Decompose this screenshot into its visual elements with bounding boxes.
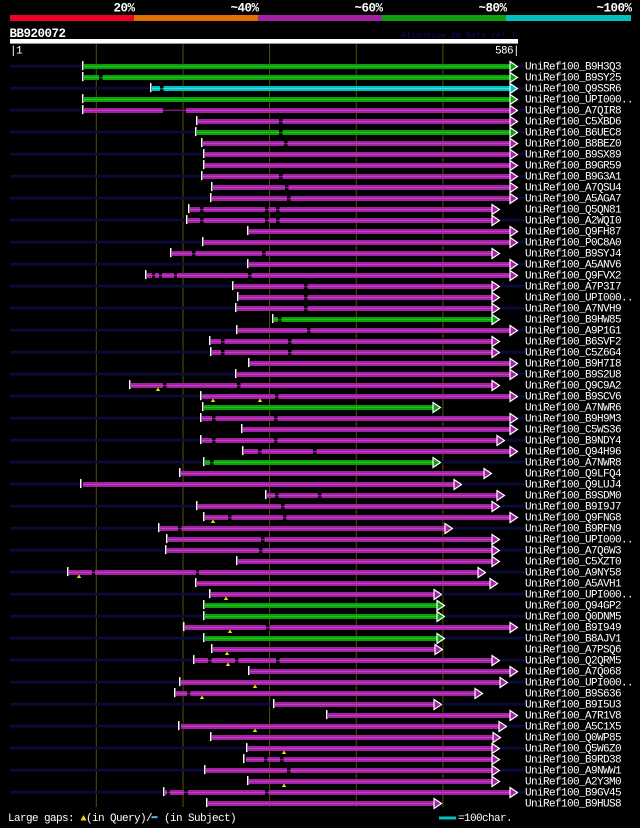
svg-text:UniRef100_UPI000..: UniRef100_UPI000.. xyxy=(525,95,633,107)
svg-text:UniRef100_Q9LFQ4: UniRef100_Q9LFQ4 xyxy=(525,469,622,481)
svg-text:UniRef100_B9H7I8: UniRef100_B9H7I8 xyxy=(525,359,621,371)
svg-text:UniRef100_A9NWW1: UniRef100_A9NWW1 xyxy=(525,766,622,778)
svg-text:UniRef100_B9I5U3: UniRef100_B9I5U3 xyxy=(525,700,621,712)
svg-text:586|: 586| xyxy=(495,46,519,58)
svg-text:UniRef100_A7R1V8: UniRef100_A7R1V8 xyxy=(525,711,621,723)
svg-text:~100%: ~100% xyxy=(596,2,632,16)
svg-text:UniRef100_B9GR59: UniRef100_B9GR59 xyxy=(525,161,621,173)
svg-text:BB920072: BB920072 xyxy=(10,27,66,41)
svg-text:UniRef100_UPI000..: UniRef100_UPI000.. xyxy=(525,678,633,690)
svg-text:UniRef100_B9I9J7: UniRef100_B9I9J7 xyxy=(525,502,621,514)
svg-text:UniRef100_Q9FNG8: UniRef100_Q9FNG8 xyxy=(525,513,621,525)
svg-text:UniRef100_Q9FVX2: UniRef100_Q9FVX2 xyxy=(525,271,621,283)
svg-text:UniRef100_B9GV45: UniRef100_B9GV45 xyxy=(525,788,621,800)
svg-text:UniRef100_A7Q6W3: UniRef100_A7Q6W3 xyxy=(525,546,621,558)
svg-text:~60%: ~60% xyxy=(354,2,383,16)
svg-text:UniRef100_B9SCV6: UniRef100_B9SCV6 xyxy=(525,392,621,404)
svg-text:UniRef100_P0C8A0: UniRef100_P0C8A0 xyxy=(525,238,621,250)
svg-text:UniRef100_Q94H96: UniRef100_Q94H96 xyxy=(525,447,621,459)
svg-text:UniRef100_Q9LUJ4: UniRef100_Q9LUJ4 xyxy=(525,480,622,492)
svg-text:UniRef100_Q94GP2: UniRef100_Q94GP2 xyxy=(525,601,621,613)
svg-text:UniRef100_A7NWR6: UniRef100_A7NWR6 xyxy=(525,403,621,415)
svg-text:UniRef100_A5ANV6: UniRef100_A5ANV6 xyxy=(525,260,621,272)
svg-text:UniRef100_B9S636: UniRef100_B9S636 xyxy=(525,689,621,701)
svg-text:UniRef100_A5AGA7: UniRef100_A5AGA7 xyxy=(525,194,621,206)
svg-text:UniRef100_B9SYJ4: UniRef100_B9SYJ4 xyxy=(525,249,622,261)
svg-text:UniRef100_B9S2U8: UniRef100_B9S2U8 xyxy=(525,370,621,382)
svg-text:UniRef100_Q9FH87: UniRef100_Q9FH87 xyxy=(525,227,621,239)
svg-text:UniRef100_A5C1X5: UniRef100_A5C1X5 xyxy=(525,722,621,734)
svg-text:UniRef100_B9SY25: UniRef100_B9SY25 xyxy=(525,73,621,85)
svg-text:UniRef100_B9H9M3: UniRef100_B9H9M3 xyxy=(525,414,621,426)
svg-text:UniRef100_A7NWR8: UniRef100_A7NWR8 xyxy=(525,458,621,470)
svg-text:UniRef100_B9G3A1: UniRef100_B9G3A1 xyxy=(525,172,622,184)
svg-text:UniRef100_B9SDM0: UniRef100_B9SDM0 xyxy=(525,491,621,503)
svg-text:Large gaps:: Large gaps: xyxy=(8,813,74,825)
svg-text:UniRef100_C5XBD6: UniRef100_C5XBD6 xyxy=(525,117,621,129)
svg-text:UniRef100_B6SVF2: UniRef100_B6SVF2 xyxy=(525,337,621,349)
svg-text:UniRef100_Q5W6Z0: UniRef100_Q5W6Z0 xyxy=(525,744,621,756)
svg-text:UniRef100_A2Y3M0: UniRef100_A2Y3M0 xyxy=(525,777,621,789)
svg-text:UniRef100_A7QIR8: UniRef100_A7QIR8 xyxy=(525,106,621,118)
svg-text:UniRef100_A5AVH1: UniRef100_A5AVH1 xyxy=(525,579,622,591)
svg-text:UniRef100_A9NY58: UniRef100_A9NY58 xyxy=(525,568,621,580)
svg-text:UniRef100_A7NVH9: UniRef100_A7NVH9 xyxy=(525,304,621,316)
svg-text:UniRef100_B6UEC8: UniRef100_B6UEC8 xyxy=(525,128,621,140)
svg-text:UniRef100_UPI000..: UniRef100_UPI000.. xyxy=(525,535,633,547)
svg-text:UniRef100_C5XZT0: UniRef100_C5XZT0 xyxy=(525,557,621,569)
svg-text:UniRef100_B8AJV1: UniRef100_B8AJV1 xyxy=(525,634,622,646)
svg-text:UniRef100_B9H3Q3: UniRef100_B9H3Q3 xyxy=(525,62,621,74)
svg-text:UniRef100_B8BEZ0: UniRef100_B8BEZ0 xyxy=(525,139,621,151)
svg-text:20%: 20% xyxy=(113,2,135,16)
svg-text:=100char.: =100char. xyxy=(458,813,512,825)
svg-text:UniRef100_B9RD38: UniRef100_B9RD38 xyxy=(525,755,621,767)
svg-text:UniRef100_B9HUS8: UniRef100_B9HUS8 xyxy=(525,799,621,811)
svg-text:UniRef100_B9I949: UniRef100_B9I949 xyxy=(525,623,621,635)
svg-text:UniRef100_B9NDY4: UniRef100_B9NDY4 xyxy=(525,436,622,448)
svg-text:UniRef100_A7PSQ6: UniRef100_A7PSQ6 xyxy=(525,645,621,657)
svg-text:|1: |1 xyxy=(10,46,23,58)
svg-text:(in Query)/: (in Query)/ xyxy=(86,813,152,825)
svg-text:(in Subject): (in Subject) xyxy=(158,813,236,825)
svg-text:UniRef100_Q2QRM5: UniRef100_Q2QRM5 xyxy=(525,656,621,668)
svg-text:AlignView.pm Beta rel.7: AlignView.pm Beta rel.7 xyxy=(401,31,516,41)
svg-text:UniRef100_B9HW85: UniRef100_B9HW85 xyxy=(525,315,621,327)
svg-text:UniRef100_B9SX89: UniRef100_B9SX89 xyxy=(525,150,621,162)
svg-text:UniRef100_Q0DNM5: UniRef100_Q0DNM5 xyxy=(525,612,621,624)
svg-text:UniRef100_Q5QN81: UniRef100_Q5QN81 xyxy=(525,205,622,217)
svg-text:UniRef100_UPI000..: UniRef100_UPI000.. xyxy=(525,590,633,602)
svg-text:UniRef100_A9P1G1: UniRef100_A9P1G1 xyxy=(525,326,622,338)
svg-text:UniRef100_A2WQI0: UniRef100_A2WQI0 xyxy=(525,216,621,228)
svg-text:UniRef100_C5WS36: UniRef100_C5WS36 xyxy=(525,425,621,437)
svg-text:UniRef100_B9RFN9: UniRef100_B9RFN9 xyxy=(525,524,621,536)
svg-text:UniRef100_Q9SSR6: UniRef100_Q9SSR6 xyxy=(525,84,621,96)
svg-text:~40%: ~40% xyxy=(230,2,259,16)
svg-text:UniRef100_A7Q068: UniRef100_A7Q068 xyxy=(525,667,621,679)
svg-text:UniRef100_UPI000..: UniRef100_UPI000.. xyxy=(525,293,633,305)
svg-text:UniRef100_Q9C9A2: UniRef100_Q9C9A2 xyxy=(525,381,621,393)
svg-text:UniRef100_A7QSU4: UniRef100_A7QSU4 xyxy=(525,183,622,195)
svg-text:UniRef100_Q0WP85: UniRef100_Q0WP85 xyxy=(525,733,621,745)
svg-text:~80%: ~80% xyxy=(478,2,507,16)
svg-text:UniRef100_C5Z6G4: UniRef100_C5Z6G4 xyxy=(525,348,622,360)
svg-text:UniRef100_A7P3I7: UniRef100_A7P3I7 xyxy=(525,282,621,294)
